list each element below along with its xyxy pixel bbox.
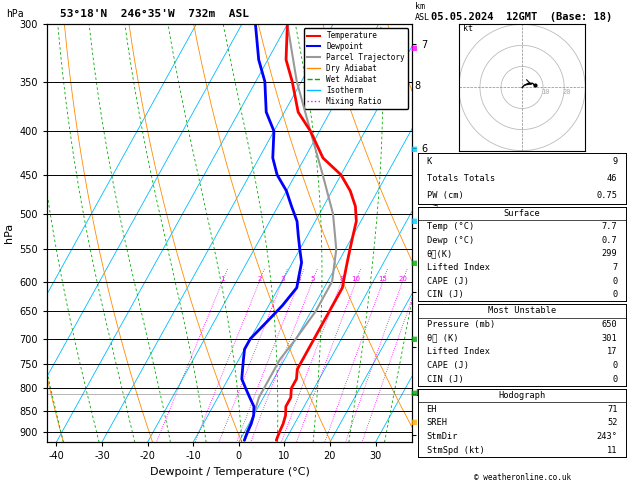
Text: ■: ■ (411, 260, 417, 265)
Text: 71: 71 (607, 405, 618, 414)
Text: 20: 20 (398, 276, 407, 281)
Text: 0.7: 0.7 (602, 236, 618, 245)
Text: Most Unstable: Most Unstable (488, 306, 556, 315)
Text: 52: 52 (607, 418, 618, 427)
Text: 9: 9 (612, 157, 618, 166)
Text: Dewp (°C): Dewp (°C) (426, 236, 474, 245)
Y-axis label: Mixing Ratio (g/kg): Mixing Ratio (g/kg) (430, 187, 440, 279)
Text: kt: kt (463, 24, 473, 33)
Text: 0: 0 (612, 290, 618, 299)
Text: 0.75: 0.75 (596, 191, 618, 200)
Text: LCL: LCL (415, 389, 430, 399)
Text: Lifted Index: Lifted Index (426, 347, 489, 356)
Y-axis label: hPa: hPa (4, 223, 14, 243)
Text: 11: 11 (607, 446, 618, 454)
Text: CIN (J): CIN (J) (426, 375, 464, 384)
Text: 2: 2 (257, 276, 262, 281)
X-axis label: Dewpoint / Temperature (°C): Dewpoint / Temperature (°C) (150, 467, 309, 477)
Text: θᴇ(K): θᴇ(K) (426, 249, 453, 259)
Text: EH: EH (426, 405, 437, 414)
Text: Temp (°C): Temp (°C) (426, 223, 474, 231)
Text: 7: 7 (612, 263, 618, 272)
Text: 0: 0 (612, 375, 618, 384)
Text: StmDir: StmDir (426, 432, 458, 441)
Text: 1: 1 (220, 276, 225, 281)
Text: 20: 20 (562, 89, 571, 95)
Text: 10: 10 (352, 276, 360, 281)
Text: PW (cm): PW (cm) (426, 191, 464, 200)
Text: 53°18'N  246°35'W  732m  ASL: 53°18'N 246°35'W 732m ASL (60, 9, 248, 19)
Text: 46: 46 (607, 174, 618, 183)
Text: 3: 3 (280, 276, 284, 281)
Text: 0: 0 (612, 361, 618, 370)
Text: 7.7: 7.7 (602, 223, 618, 231)
Text: 10: 10 (541, 89, 550, 95)
Text: ■: ■ (411, 45, 417, 51)
Text: © weatheronline.co.uk: © weatheronline.co.uk (474, 473, 571, 482)
Text: 8: 8 (339, 276, 344, 281)
Text: CIN (J): CIN (J) (426, 290, 464, 299)
Text: ■: ■ (411, 336, 417, 342)
Text: ■: ■ (411, 418, 417, 425)
Text: Pressure (mb): Pressure (mb) (426, 320, 495, 329)
Text: 0: 0 (612, 277, 618, 285)
Text: Hodograph: Hodograph (498, 391, 546, 400)
Text: 17: 17 (607, 347, 618, 356)
Text: ■: ■ (411, 146, 417, 152)
Text: CAPE (J): CAPE (J) (426, 361, 469, 370)
Text: θᴇ (K): θᴇ (K) (426, 334, 458, 343)
Text: Surface: Surface (504, 209, 540, 218)
Text: Lifted Index: Lifted Index (426, 263, 489, 272)
Text: ■: ■ (411, 390, 417, 396)
Text: 243°: 243° (596, 432, 618, 441)
Text: 650: 650 (602, 320, 618, 329)
Text: Totals Totals: Totals Totals (426, 174, 495, 183)
Text: StmSpd (kt): StmSpd (kt) (426, 446, 484, 454)
Text: CAPE (J): CAPE (J) (426, 277, 469, 285)
Text: 301: 301 (602, 334, 618, 343)
Legend: Temperature, Dewpoint, Parcel Trajectory, Dry Adiabat, Wet Adiabat, Isotherm, Mi: Temperature, Dewpoint, Parcel Trajectory… (304, 28, 408, 109)
Text: 05.05.2024  12GMT  (Base: 18): 05.05.2024 12GMT (Base: 18) (431, 12, 613, 22)
Text: 8: 8 (415, 81, 421, 91)
Text: 5: 5 (310, 276, 314, 281)
Text: 4: 4 (297, 276, 301, 281)
Text: 15: 15 (379, 276, 387, 281)
Text: ■: ■ (411, 218, 417, 224)
Text: 299: 299 (602, 249, 618, 259)
Text: km
ASL: km ASL (415, 2, 430, 22)
Text: K: K (426, 157, 432, 166)
Text: hPa: hPa (6, 9, 24, 19)
Text: SREH: SREH (426, 418, 448, 427)
